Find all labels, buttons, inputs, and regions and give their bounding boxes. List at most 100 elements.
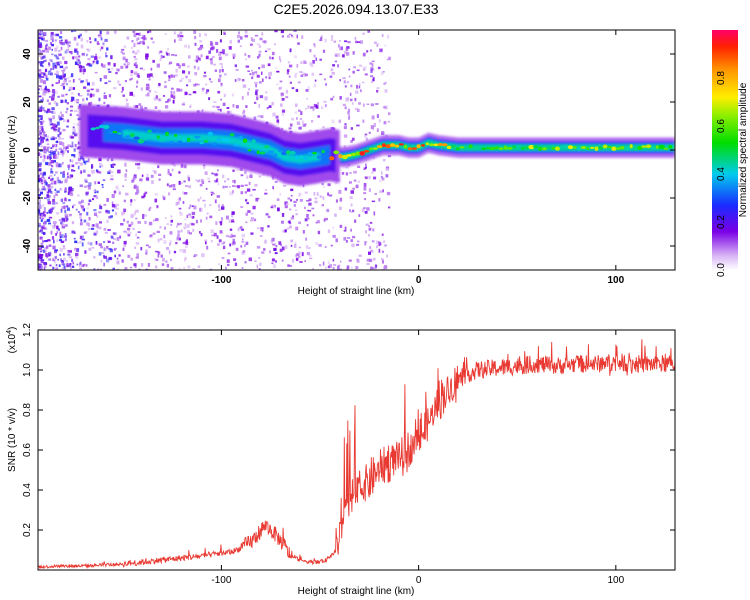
hotspot xyxy=(191,139,195,142)
noise-speck xyxy=(62,67,66,71)
noise-speck xyxy=(52,39,54,43)
noise-speck xyxy=(127,233,131,237)
noise-speck xyxy=(346,81,349,84)
noise-speck xyxy=(142,41,145,45)
noise-speck xyxy=(75,162,78,165)
noise-speck xyxy=(123,63,126,66)
noise-speck xyxy=(64,50,68,54)
noise-speck xyxy=(98,243,102,247)
noise-speck xyxy=(76,42,79,46)
noise-speck xyxy=(224,180,226,183)
noise-speck xyxy=(46,194,49,198)
noise-speck xyxy=(95,88,100,93)
noise-speck xyxy=(41,214,44,218)
hotspot xyxy=(299,155,304,159)
noise-speck xyxy=(344,226,347,231)
noise-speck xyxy=(137,42,141,45)
noise-speck xyxy=(58,219,62,222)
noise-speck xyxy=(68,166,70,171)
noise-speck xyxy=(82,72,85,75)
noise-speck xyxy=(89,41,92,44)
noise-speck xyxy=(332,267,335,270)
noise-speck xyxy=(50,230,53,235)
noise-speck xyxy=(62,142,65,147)
noise-speck xyxy=(97,43,100,45)
noise-speck xyxy=(387,154,392,158)
noise-speck xyxy=(49,118,53,123)
noise-speck xyxy=(108,248,112,251)
snr-x-axis-label: Height of straight line (km) xyxy=(298,586,415,597)
noise-speck xyxy=(260,227,264,231)
noise-speck xyxy=(38,210,41,214)
noise-speck xyxy=(99,30,102,35)
noise-speck xyxy=(272,176,275,180)
noise-speck xyxy=(376,87,380,89)
noise-speck xyxy=(39,204,42,208)
noise-speck xyxy=(204,33,207,36)
noise-speck xyxy=(281,98,285,101)
noise-speck xyxy=(291,36,294,38)
noise-speck xyxy=(193,65,196,69)
noise-speck xyxy=(156,63,160,68)
noise-speck xyxy=(370,69,373,73)
noise-speck xyxy=(261,32,264,36)
noise-speck xyxy=(173,31,176,35)
noise-speck xyxy=(100,63,104,67)
noise-speck xyxy=(38,152,42,157)
noise-speck xyxy=(208,180,211,183)
noise-speck xyxy=(64,148,67,152)
noise-speck xyxy=(298,246,301,249)
hotspot xyxy=(381,143,386,148)
noise-speck xyxy=(54,73,57,75)
noise-speck xyxy=(84,185,87,188)
hotspot xyxy=(394,144,400,148)
noise-speck xyxy=(306,251,310,256)
noise-speck xyxy=(48,153,51,158)
noise-speck xyxy=(214,179,218,183)
noise-speck xyxy=(353,170,357,174)
noise-speck xyxy=(343,51,348,54)
noise-speck xyxy=(362,32,365,35)
noise-speck xyxy=(74,130,76,135)
noise-speck xyxy=(61,114,64,117)
noise-speck xyxy=(54,223,56,228)
noise-speck xyxy=(344,106,347,110)
noise-speck xyxy=(44,76,46,79)
noise-speck xyxy=(91,93,95,97)
noise-speck xyxy=(326,208,330,213)
noise-speck xyxy=(168,75,170,78)
noise-speck xyxy=(55,171,58,174)
noise-speck xyxy=(154,258,157,261)
noise-speck xyxy=(52,257,54,261)
noise-speck xyxy=(335,238,338,243)
noise-speck xyxy=(363,186,367,191)
noise-speck xyxy=(223,31,226,34)
noise-speck xyxy=(96,60,99,65)
noise-speck xyxy=(177,233,180,238)
noise-speck xyxy=(264,189,268,191)
noise-speck xyxy=(334,53,338,57)
spectrogram-x-axis-label: Height of straight line (km) xyxy=(298,286,415,297)
hotspot xyxy=(316,155,321,159)
noise-speck xyxy=(113,247,117,250)
noise-speck xyxy=(358,101,361,105)
noise-speck xyxy=(59,235,62,239)
noise-speck xyxy=(107,62,111,66)
noise-speck xyxy=(369,62,372,65)
noise-speck xyxy=(40,145,43,148)
noise-speck xyxy=(332,127,336,130)
noise-speck xyxy=(38,264,43,268)
hotspot xyxy=(216,138,222,142)
noise-speck xyxy=(40,245,44,248)
noise-speck xyxy=(364,241,367,246)
noise-speck xyxy=(259,95,264,99)
hotspot xyxy=(281,151,288,156)
noise-speck xyxy=(261,64,265,69)
noise-speck xyxy=(305,108,307,110)
noise-speck xyxy=(342,54,345,58)
noise-speck xyxy=(256,97,259,101)
noise-speck xyxy=(354,219,357,223)
noise-speck xyxy=(85,191,89,195)
noise-speck xyxy=(100,259,103,263)
noise-speck xyxy=(38,85,42,87)
